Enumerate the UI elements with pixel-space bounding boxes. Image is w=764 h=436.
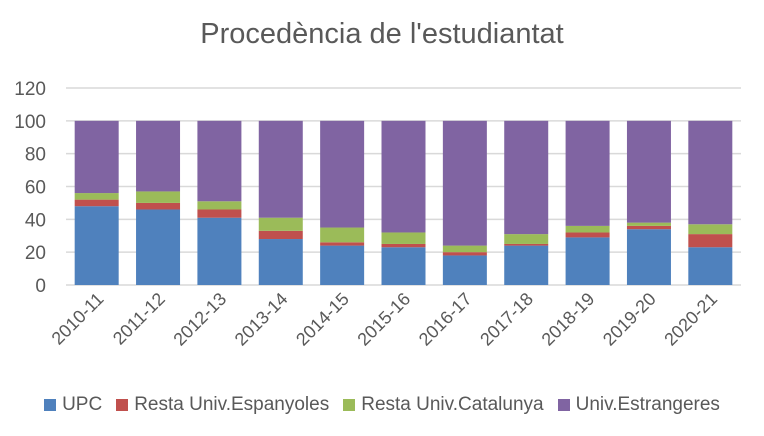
bar-segment (565, 232, 610, 238)
bar-segment (74, 120, 119, 194)
bar-segment (381, 120, 426, 233)
x-tick-label: 2016-17 (415, 289, 476, 350)
legend-swatch-icon (557, 399, 570, 411)
x-tick-label: 2018-19 (538, 289, 599, 350)
bar-segment (381, 243, 426, 248)
y-tick-label: 120 (14, 79, 46, 100)
x-tick-label: 2013-14 (231, 289, 292, 350)
legend: UPC Resta Univ.Espanyoles Resta Univ.Catal… (0, 394, 764, 416)
legend-swatch-icon (343, 399, 356, 411)
bar-stack (688, 120, 733, 285)
bar-stack (442, 120, 487, 285)
bar-stack (258, 120, 303, 285)
x-tick-label: 2014-15 (292, 289, 353, 350)
bar-segment (504, 234, 549, 244)
bar-segment (320, 120, 365, 228)
y-tick-label: 40 (25, 210, 46, 231)
x-tick-label: 2012-13 (169, 289, 230, 350)
bar-segment (626, 222, 671, 226)
bar-stack (74, 120, 119, 285)
bar-stack (626, 120, 671, 285)
bar-segment (688, 247, 733, 285)
chart-title: Procedència de l'estudiantat (200, 18, 564, 50)
bar-segment (381, 247, 426, 285)
bar-stack (381, 120, 426, 285)
bar-segment (504, 243, 549, 246)
bar-segment (626, 225, 671, 230)
bar-segment (197, 209, 242, 218)
legend-item: UPC (44, 394, 102, 416)
bar-segment (565, 237, 610, 285)
x-tick-label: 2011-12 (109, 289, 169, 349)
bar-segment (197, 217, 242, 285)
bar-segment (197, 120, 242, 202)
legend-label: UPC (62, 394, 103, 415)
y-tick-label: 100 (14, 112, 46, 133)
bar-segment (688, 224, 733, 235)
x-tick-label: 2010-11 (48, 289, 108, 349)
x-tick-label: 2017-18 (476, 289, 537, 350)
y-tick-label: 80 (25, 145, 46, 166)
x-tick-label: 2020-21 (660, 289, 721, 350)
y-tick-label: 0 (35, 276, 46, 297)
legend-label: Resta Univ.Espanyoles (134, 394, 330, 415)
plot-area: 0 20 40 60 80 100 120 2010-11 2011-12 2012-13 2013… (14, 79, 741, 350)
bar-segment (320, 245, 365, 285)
bar-segment (565, 120, 610, 226)
bar-stack (504, 120, 549, 285)
bar-segment (626, 229, 671, 285)
legend-swatch-icon (116, 399, 129, 411)
bar-stack (197, 120, 242, 285)
bar-stack (320, 120, 365, 285)
bar-segment (320, 242, 365, 246)
bar-segment (136, 209, 181, 285)
x-tick-label: 2019-20 (599, 289, 660, 350)
x-tick-label: 2015-16 (353, 289, 414, 350)
bar-segment (258, 230, 303, 240)
bar-segment (381, 232, 426, 244)
bar-segment (74, 206, 119, 285)
bar-segment (688, 120, 733, 225)
bar-segment (442, 120, 487, 246)
bar-segment (136, 191, 181, 203)
bar-segment (136, 120, 181, 192)
y-tick-label: 60 (25, 178, 46, 199)
bar-segment (565, 225, 610, 233)
bar-segment (258, 239, 303, 285)
bar-segment (442, 255, 487, 285)
legend-item: Resta Univ.Espanyoles (116, 394, 329, 416)
y-tick-label: 20 (25, 243, 46, 264)
bar-segment (626, 120, 671, 223)
legend-label: Univ.Estrangeres (575, 394, 720, 415)
bar-segment (688, 234, 733, 248)
legend-item: Resta Univ.Catalunya (343, 394, 544, 416)
bar-segment (258, 217, 303, 231)
bar-segment (74, 193, 119, 200)
bar-stack (136, 120, 181, 285)
legend-item: Univ.Estrangeres (557, 394, 720, 416)
legend-swatch-icon (44, 399, 57, 411)
bar-stack (565, 120, 610, 285)
bar-segment (504, 245, 549, 285)
bar-segment (504, 120, 549, 235)
bar-segment (197, 201, 242, 210)
bar-segment (74, 199, 119, 207)
bar-segment (442, 252, 487, 256)
bar-segment (258, 120, 303, 218)
bar-segment (442, 245, 487, 253)
bar-segment (320, 227, 365, 243)
legend-label: Resta Univ.Catalunya (361, 394, 544, 415)
bar-segment (136, 202, 181, 210)
